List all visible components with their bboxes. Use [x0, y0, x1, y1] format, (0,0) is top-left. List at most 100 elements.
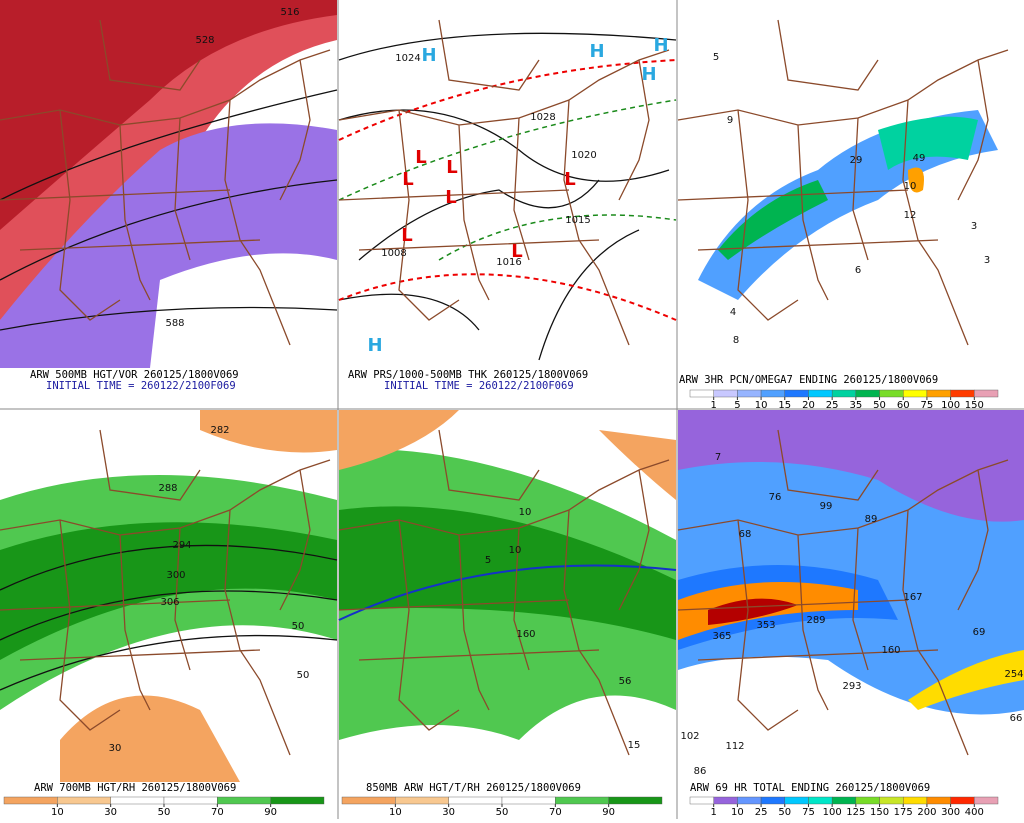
- colorbar-swatch: [950, 389, 975, 398]
- colorbar-label: 90: [602, 807, 615, 818]
- map-label: H: [641, 64, 656, 85]
- colorbar-swatch: [163, 796, 218, 805]
- map-label: H: [589, 41, 604, 62]
- map-label: 7: [715, 452, 721, 463]
- map-label: 50: [297, 670, 310, 681]
- map-label: 68: [739, 529, 752, 540]
- map-label: H: [653, 35, 668, 56]
- panel-title: ARW 3HR PCN/OMEGA7 ENDING 260125/1800V06…: [679, 374, 938, 386]
- colorbar-label: 30: [104, 807, 117, 818]
- colorbar-swatch: [784, 389, 809, 398]
- map-label: 160: [881, 645, 900, 656]
- map-label: 588: [165, 318, 184, 329]
- colorbar-swatch: [926, 389, 951, 398]
- colorbar-swatch: [903, 389, 928, 398]
- panel-6-map: [677, 410, 1024, 782]
- colorbar-label: 150: [870, 807, 889, 818]
- map-label: 30: [109, 743, 122, 754]
- colorbar-label: 35: [849, 400, 862, 411]
- map-label: 5: [713, 52, 719, 63]
- map-label: 1028: [530, 112, 555, 123]
- colorbar-label: 100: [941, 400, 960, 411]
- map-label: 3: [984, 255, 990, 266]
- map-label: 1024: [395, 53, 420, 64]
- colorbar-swatch: [501, 796, 556, 805]
- colorbar-swatch: [737, 796, 762, 805]
- map-label: 8: [733, 335, 739, 346]
- map-label: 288: [158, 483, 177, 494]
- map-label: 353: [756, 620, 775, 631]
- colorbar-swatch: [855, 796, 880, 805]
- colorbar-label: 75: [802, 807, 815, 818]
- colorbar-label: 5: [734, 400, 740, 411]
- map-label: 3: [971, 221, 977, 232]
- map-label: 9: [727, 115, 733, 126]
- colorbar-swatch: [974, 796, 999, 805]
- panel-subtitle: INITIAL TIME = 260122/2100F069: [46, 380, 236, 392]
- map-label: 49: [913, 153, 926, 164]
- map-label: 50: [292, 621, 305, 632]
- colorbar-label: 125: [846, 807, 865, 818]
- map-label: 167: [903, 592, 922, 603]
- map-label: 289: [806, 615, 825, 626]
- map-label: 112: [725, 741, 744, 752]
- panel-title: ARW 69 HR TOTAL ENDING 260125/1800V069: [690, 782, 930, 794]
- colorbar-label: 70: [211, 807, 224, 818]
- colorbar-label: 50: [873, 400, 886, 411]
- colorbar-swatch: [808, 796, 833, 805]
- colorbar-swatch: [760, 389, 785, 398]
- colorbar-label: 150: [965, 400, 984, 411]
- map-label: 306: [160, 597, 179, 608]
- colorbar-label: 50: [496, 807, 509, 818]
- map-label: 4: [730, 307, 736, 318]
- map-label: L: [402, 169, 413, 190]
- panel-4-map: [0, 410, 338, 782]
- colorbar-label: 20: [802, 400, 815, 411]
- panel-title: 850MB ARW HGT/T/RH 260125/1800V069: [366, 782, 581, 794]
- colorbar-swatch: [760, 796, 785, 805]
- colorbar-swatch: [555, 796, 609, 805]
- map-label: 1015: [565, 215, 590, 226]
- map-label: L: [446, 157, 457, 178]
- colorbar-swatch: [903, 796, 928, 805]
- colorbar-swatch: [831, 796, 857, 805]
- colorbar-swatch: [974, 389, 999, 398]
- captions: ARW 500MB HGT/VOR 260125/1800V069 INITIA…: [30, 369, 938, 794]
- colorbar-label: 10: [389, 807, 402, 818]
- panel-subtitle: INITIAL TIME = 260122/2100F069: [384, 380, 574, 392]
- colorbar-swatch: [689, 389, 714, 398]
- colorbar-label: 75: [921, 400, 934, 411]
- colorbar-swatch: [608, 796, 663, 805]
- map-label: 76: [769, 492, 782, 503]
- colorbar-label: 30: [442, 807, 455, 818]
- panel-title: ARW 700MB HGT/RH 260125/1800V069: [34, 782, 236, 794]
- colorbar-swatch: [713, 389, 738, 398]
- colorbar-swatch: [713, 796, 738, 805]
- map-label: 89: [865, 514, 878, 525]
- colorbar-swatch: [737, 389, 762, 398]
- map-label: 254: [1004, 669, 1023, 680]
- map-label: L: [445, 187, 456, 208]
- colorbar-swatch: [831, 389, 857, 398]
- colorbar-swatch: [689, 796, 714, 805]
- map-label: L: [415, 147, 426, 168]
- colorbar-swatch: [879, 389, 904, 398]
- colorbar-label: 10: [731, 807, 744, 818]
- map-label: H: [421, 45, 436, 66]
- colorbar-label: 50: [778, 807, 791, 818]
- map-label: 5: [485, 555, 491, 566]
- map-label: 102: [680, 731, 699, 742]
- map-label: 66: [1010, 713, 1023, 724]
- map-label: 99: [820, 501, 833, 512]
- colorbar-label: 200: [917, 807, 936, 818]
- colorbar-swatch: [3, 796, 58, 805]
- map-label: 293: [842, 681, 861, 692]
- map-label: 10: [509, 545, 522, 556]
- colorbar-swatch: [448, 796, 503, 805]
- map-label: 516: [280, 7, 299, 18]
- colorbar-swatch: [926, 796, 951, 805]
- map-label: 6: [855, 265, 861, 276]
